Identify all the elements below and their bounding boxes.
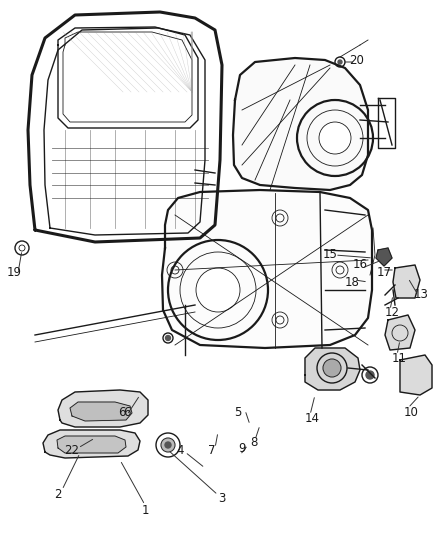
Text: 8: 8 — [250, 437, 258, 449]
Circle shape — [323, 359, 341, 377]
Circle shape — [319, 122, 351, 154]
Text: 12: 12 — [385, 305, 399, 319]
Circle shape — [165, 442, 171, 448]
Polygon shape — [305, 348, 360, 390]
Text: 6: 6 — [118, 406, 126, 418]
Text: 16: 16 — [353, 259, 367, 271]
Polygon shape — [162, 190, 372, 348]
Text: 7: 7 — [208, 443, 216, 456]
Text: 5: 5 — [234, 406, 242, 418]
Polygon shape — [43, 430, 140, 458]
Text: 14: 14 — [304, 411, 319, 424]
Text: 17: 17 — [377, 265, 392, 279]
Text: 11: 11 — [392, 351, 406, 365]
Text: 15: 15 — [322, 248, 337, 262]
Polygon shape — [58, 390, 148, 427]
Text: 19: 19 — [7, 265, 21, 279]
Polygon shape — [393, 265, 420, 298]
Text: 22: 22 — [64, 443, 80, 456]
Polygon shape — [400, 355, 432, 395]
Polygon shape — [70, 402, 132, 421]
Polygon shape — [233, 58, 368, 190]
Circle shape — [196, 268, 240, 312]
Circle shape — [366, 371, 374, 379]
Text: 10: 10 — [403, 406, 418, 418]
Text: 2: 2 — [54, 488, 62, 500]
Circle shape — [338, 60, 342, 64]
Text: 20: 20 — [350, 53, 364, 67]
Text: 18: 18 — [345, 276, 360, 288]
Text: 1: 1 — [141, 504, 149, 516]
Polygon shape — [385, 315, 415, 350]
Circle shape — [166, 335, 170, 341]
Text: 13: 13 — [413, 288, 428, 302]
Polygon shape — [57, 436, 126, 453]
Text: 3: 3 — [218, 491, 226, 505]
Polygon shape — [376, 248, 392, 266]
Circle shape — [161, 438, 175, 452]
Text: 6: 6 — [123, 406, 131, 418]
Text: 9: 9 — [238, 441, 246, 455]
Text: 4: 4 — [176, 443, 184, 456]
